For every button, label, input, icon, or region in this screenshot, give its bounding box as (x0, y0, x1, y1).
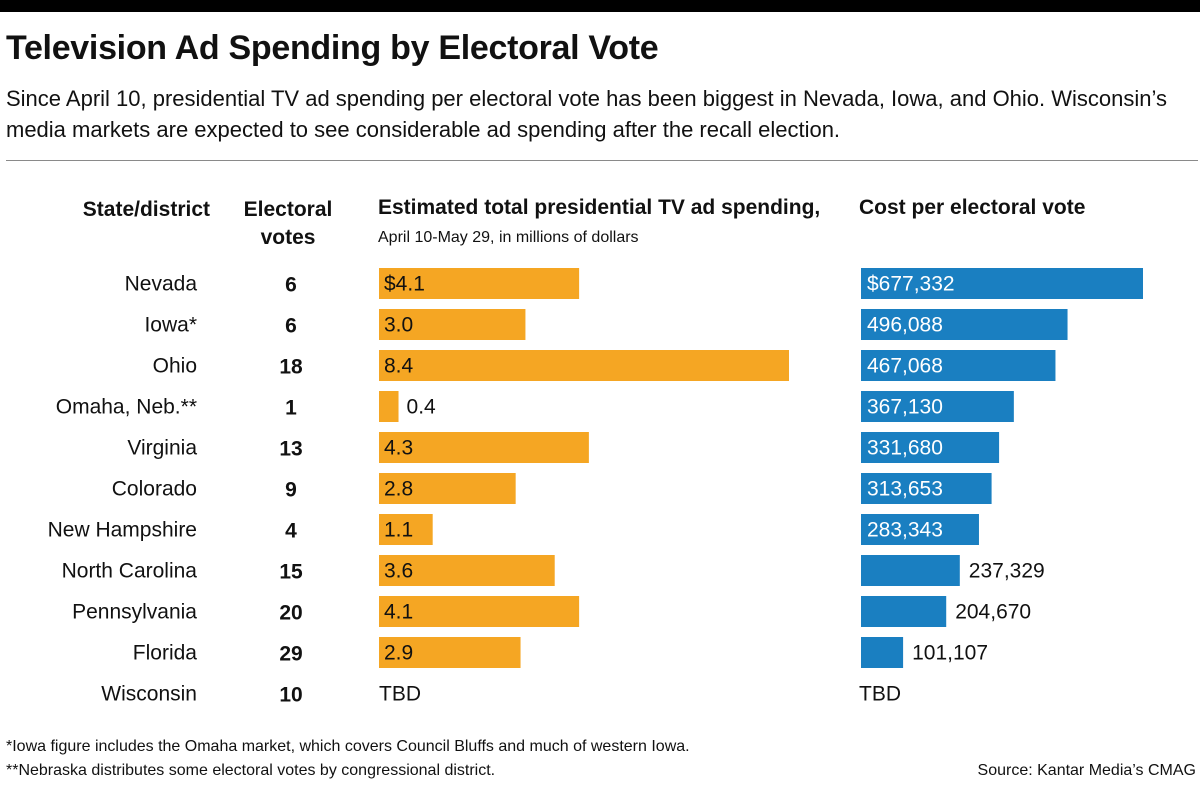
cost-bar (861, 514, 979, 545)
spending-bar (379, 391, 399, 422)
cost-bar (861, 637, 904, 668)
cost-bar (861, 473, 992, 504)
spending-bar (379, 350, 789, 381)
electoral-votes-value: 6 (285, 274, 297, 297)
cost-value-label: 467,068 (867, 355, 943, 378)
cost-bar (861, 596, 947, 627)
state-label: Virginia (127, 437, 197, 460)
spending-bar (379, 268, 580, 299)
cost-value-label: 204,670 (955, 601, 1031, 624)
spending-value-label: $4.1 (384, 273, 425, 296)
spending-value-label: 1.1 (384, 519, 413, 542)
electoral-votes-value: 1 (285, 397, 297, 420)
cost-bar (861, 555, 960, 586)
spending-column-header: Estimated total presidential TV ad spend… (378, 194, 838, 252)
electoral-votes-value: 10 (279, 684, 302, 707)
footnote-iowa: *Iowa figure includes the Omaha market, … (6, 738, 690, 755)
top-rule-bar (0, 0, 1200, 12)
state-column-header: State/district (82, 198, 210, 221)
cost-value-label: 283,343 (867, 519, 943, 542)
cost-value-label: TBD (859, 683, 901, 706)
cost-value-label: 331,680 (867, 437, 943, 460)
footnote-nebraska: **Nebraska distributes some electoral vo… (6, 762, 496, 779)
cost-value-label: 237,329 (969, 560, 1045, 583)
spending-value-label: TBD (379, 683, 421, 706)
spending-header-note: April 10-May 29, in millions of dollars (378, 229, 639, 246)
cost-bar (861, 268, 1143, 299)
cost-column-header: Cost per electoral vote (859, 196, 1086, 219)
electoral-votes-value: 13 (279, 438, 302, 461)
state-label: Pennsylvania (72, 601, 197, 624)
electoral-votes-value: 18 (279, 356, 303, 379)
cost-value-label: 313,653 (867, 478, 943, 501)
spending-value-label: 3.6 (384, 560, 413, 583)
cost-value-label: 367,130 (867, 396, 943, 419)
chart-subtitle: Since April 10, presidential TV ad spend… (6, 86, 1167, 142)
state-label: Omaha, Neb.** (56, 396, 197, 419)
state-label: Florida (133, 642, 198, 665)
spending-bar (379, 596, 580, 627)
state-label: Nevada (125, 273, 198, 296)
spending-bar (379, 555, 555, 586)
source-credit: Source: Kantar Media’s CMAG (977, 762, 1196, 779)
electoral-votes-value: 15 (279, 561, 303, 584)
spending-value-label: 3.0 (384, 314, 413, 337)
spending-bar (379, 309, 526, 340)
spending-header-main: Estimated total presidential TV ad spend… (378, 196, 821, 219)
cost-bar (861, 309, 1068, 340)
spending-bar (379, 432, 589, 463)
spending-bar (379, 473, 516, 504)
chart-title: Television Ad Spending by Electoral Vote (6, 29, 659, 67)
electoral-votes-value: 4 (285, 520, 297, 543)
cost-value-label: 101,107 (912, 642, 988, 665)
state-label: Wisconsin (101, 683, 197, 706)
spending-bar (379, 637, 521, 668)
cost-bar (861, 391, 1014, 422)
state-label: North Carolina (62, 560, 198, 583)
state-label: Colorado (112, 478, 197, 501)
electoral-votes-value: 20 (279, 602, 302, 625)
electoral-votes-column-header: Electoral votes (243, 198, 333, 249)
spending-bar (379, 514, 433, 545)
header-divider (6, 160, 1198, 161)
cost-bar (861, 350, 1056, 381)
spending-value-label: 0.4 (407, 396, 437, 419)
spending-value-label: 2.9 (384, 642, 413, 665)
spending-value-label: 8.4 (384, 355, 414, 378)
spending-value-label: 2.8 (384, 478, 413, 501)
cost-value-label: 496,088 (867, 314, 943, 337)
electoral-votes-value: 9 (285, 479, 297, 502)
cost-bar (861, 432, 1000, 463)
cost-value-label: $677,332 (867, 273, 955, 296)
spending-value-label: 4.1 (384, 601, 413, 624)
state-label: Iowa* (144, 314, 197, 337)
spending-value-label: 4.3 (384, 437, 413, 460)
state-label: Ohio (153, 355, 197, 378)
electoral-votes-value: 6 (285, 315, 297, 338)
electoral-votes-value: 29 (279, 643, 302, 666)
state-label: New Hampshire (48, 519, 197, 542)
